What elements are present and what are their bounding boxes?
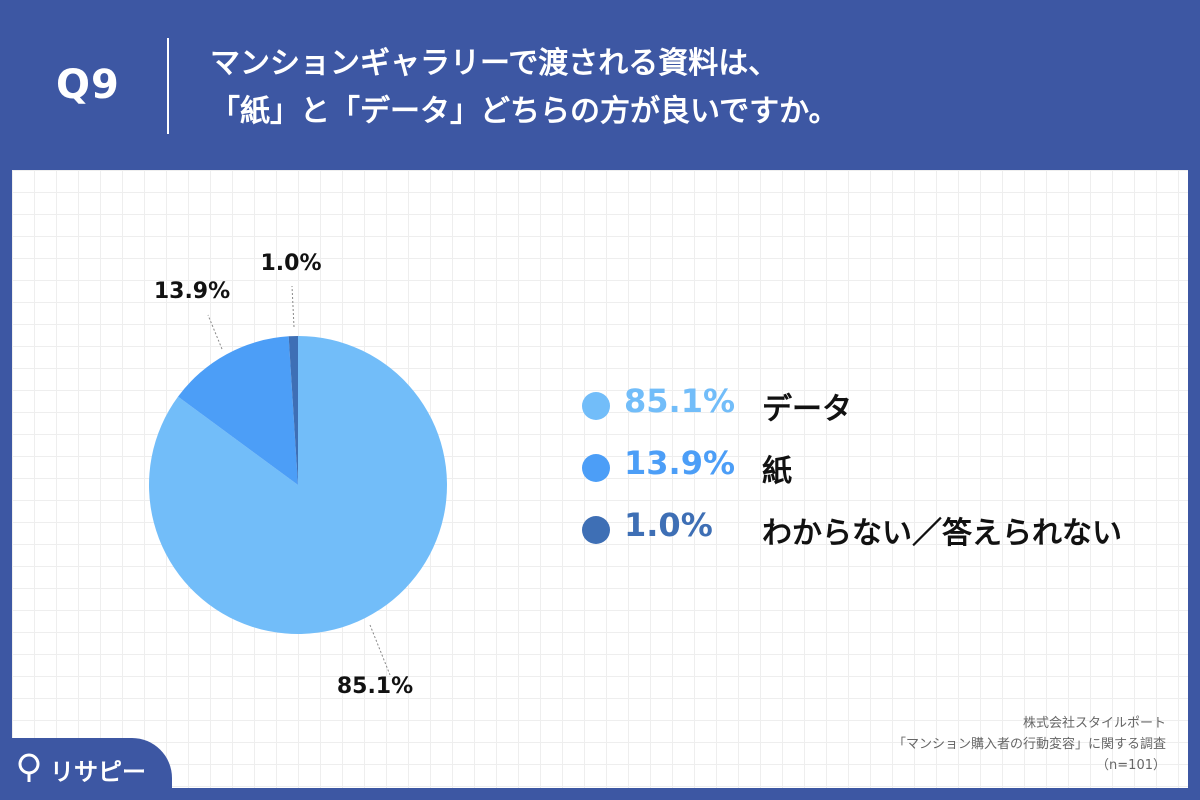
pie-slice-paper [178,336,298,485]
source-sample: （n=101） [1096,758,1166,773]
legend-label-unknown: わからない／答えられない [762,516,1122,551]
question-number: Q9 [56,62,120,108]
legend-item-data: 85.1% データ [582,380,1142,442]
leader-line-paper [207,314,223,350]
question-title: マンションギャラリーで渡される資料は、 「紙」と「データ」どちらの方が良いですか… [210,40,1170,136]
legend-pct-paper: 13.9% [624,444,736,482]
legend-dot-data [582,392,610,420]
pie-label-data: 85.1% [337,674,413,699]
source-company: 株式会社スタイルポート [1022,716,1166,731]
pie-slice-unknown [288,336,298,485]
source-note: 株式会社スタイルポート 「マンション購入者の行動変容」に関する調査 （n=101… [893,713,1166,776]
source-survey: 「マンション購入者の行動変容」に関する調査 [892,737,1166,752]
leader-line-unknown [291,285,295,328]
legend-dot-unknown [582,516,610,544]
legend-label-paper: 紙 [762,454,792,489]
legend: 85.1% データ 13.9% 紙 1.0% わからない／答えられない [582,380,1142,566]
pie-slice-data [148,336,447,634]
legend-pct-unknown: 1.0% [624,506,713,544]
logo: リサピー [0,738,172,800]
question-title-line2: 「紙」と「データ」どちらの方が良いですか。 [210,94,839,129]
legend-pct-data: 85.1% [624,382,736,420]
pie-label-paper: 13.9% [154,279,230,304]
leader-line-data [369,624,391,676]
question-title-line1: マンションギャラリーで渡される資料は、 [210,46,779,81]
pie-chart: 85.1% 13.9% 1.0% [148,251,447,699]
legend-item-paper: 13.9% 紙 [582,442,1142,504]
pie-label-unknown: 1.0% [260,251,321,276]
header: Q9 マンションギャラリーで渡される資料は、 「紙」と「データ」どちらの方が良い… [0,0,1200,170]
legend-item-unknown: 1.0% わからない／答えられない [582,504,1142,566]
header-divider [167,38,169,134]
pin-icon [18,753,40,782]
logo-text: リサピー [50,758,146,786]
legend-label-data: データ [762,392,852,427]
chart-panel: 85.1% 13.9% 1.0% 85.1% データ 13.9% 紙 1.0% わか… [12,170,1188,788]
legend-dot-paper [582,454,610,482]
